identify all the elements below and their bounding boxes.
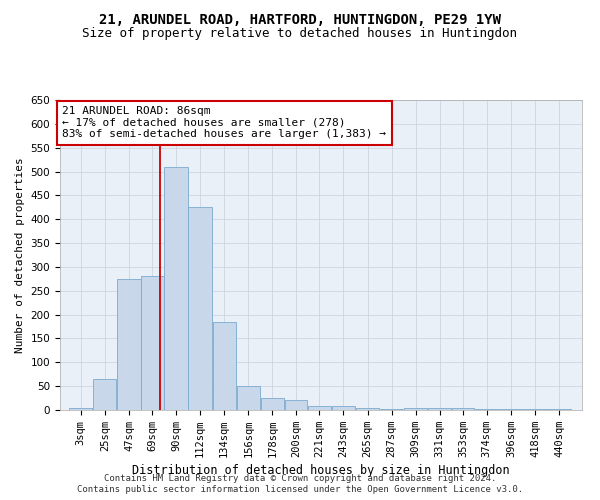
X-axis label: Distribution of detached houses by size in Huntingdon: Distribution of detached houses by size … — [132, 464, 510, 477]
Bar — [118, 279, 140, 410]
Text: Contains public sector information licensed under the Open Government Licence v3: Contains public sector information licen… — [77, 485, 523, 494]
Text: 21, ARUNDEL ROAD, HARTFORD, HUNTINGDON, PE29 1YW: 21, ARUNDEL ROAD, HARTFORD, HUNTINGDON, … — [99, 12, 501, 26]
Bar — [428, 408, 451, 410]
Bar — [475, 409, 499, 410]
Bar — [308, 406, 331, 410]
Bar — [547, 408, 571, 410]
Bar — [164, 167, 188, 410]
Bar — [523, 409, 547, 410]
Bar — [452, 408, 475, 410]
Bar — [93, 379, 116, 410]
Text: Contains HM Land Registry data © Crown copyright and database right 2024.: Contains HM Land Registry data © Crown c… — [104, 474, 496, 483]
Bar — [261, 398, 284, 410]
Bar — [499, 409, 523, 410]
Bar — [142, 276, 164, 410]
Text: Size of property relative to detached houses in Huntingdon: Size of property relative to detached ho… — [83, 28, 517, 40]
Y-axis label: Number of detached properties: Number of detached properties — [15, 157, 25, 353]
Bar — [356, 408, 379, 410]
Bar — [212, 322, 236, 410]
Bar — [285, 400, 307, 410]
Bar — [404, 408, 427, 410]
Bar — [236, 386, 260, 410]
Bar — [69, 408, 92, 410]
Bar — [188, 208, 212, 410]
Text: 21 ARUNDEL ROAD: 86sqm
← 17% of detached houses are smaller (278)
83% of semi-de: 21 ARUNDEL ROAD: 86sqm ← 17% of detached… — [62, 106, 386, 140]
Bar — [380, 409, 403, 410]
Bar — [332, 406, 355, 410]
